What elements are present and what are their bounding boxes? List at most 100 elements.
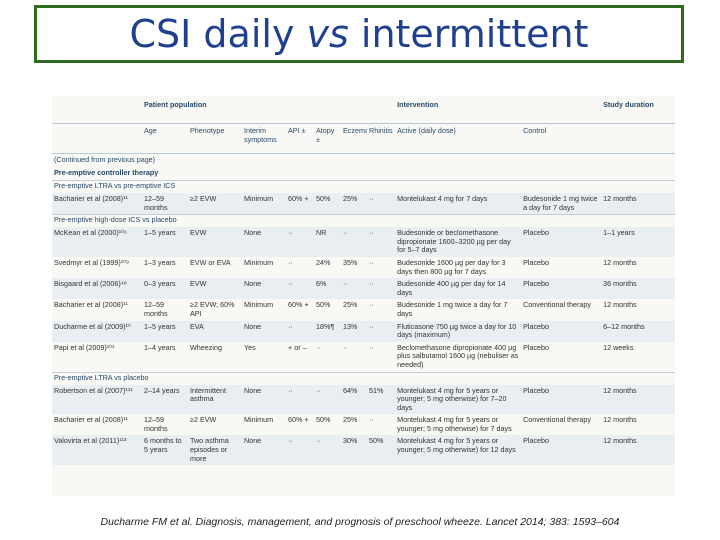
table-cell: ·· — [367, 193, 396, 215]
table-cell: Beclomethasone dipropionate 400 µg plus … — [397, 342, 519, 369]
table-cell: 50% — [316, 415, 331, 425]
table-cell: 12–59 months — [144, 300, 168, 318]
table-cell: NR — [314, 227, 341, 257]
table-cell: 6% — [314, 278, 341, 300]
table-cell: ≥2 EVW — [188, 193, 242, 215]
table-cell: McKean et al (2000)¹⁰⁶ — [52, 227, 142, 257]
table-cell: Bacharier et al (2008)¹¹ — [54, 415, 128, 425]
table-cell: ·· — [286, 227, 314, 257]
table-cell: Placebo — [523, 257, 550, 267]
column-header: Phenotype — [188, 123, 242, 154]
table-cell: 12 months — [601, 193, 675, 215]
table-cell: ≥2 EVW — [190, 415, 217, 425]
table-cell: 1–4 years — [144, 342, 176, 352]
table-cell: 1–1 years — [601, 227, 675, 257]
table-cell: None — [242, 227, 286, 257]
table-cell: 12 months — [603, 257, 637, 267]
table-cell: Placebo — [521, 435, 602, 466]
slide-title: CSI daily vs intermittent — [129, 12, 588, 56]
table-cell: 6–12 months — [601, 320, 675, 342]
column-header: Rhinitis — [367, 123, 396, 154]
table-cell: Ducharme et al (2009)¹⁰ — [52, 320, 142, 342]
table-cell: EVW — [188, 278, 242, 300]
table-cell: 12 months — [603, 300, 637, 310]
header-duration: Study duration — [601, 96, 675, 124]
table-cell: 1–3 years — [144, 257, 176, 267]
table-cell: Placebo — [523, 342, 550, 352]
table-cell: Intermittent asthma — [188, 384, 242, 415]
table-cell: ≥2 EVW; 60% API — [190, 300, 235, 318]
column-header: Atopy ± — [314, 123, 341, 154]
header-population: Patient population — [142, 96, 396, 124]
table-cell: 18%¶ — [314, 320, 341, 342]
table-cell: 12 months — [601, 435, 675, 466]
table-cell: 24% — [316, 257, 331, 267]
table-cell: Montelukast 4 mg for 5 years or younger;… — [397, 415, 512, 433]
table-figure: Patient population Intervention Study du… — [52, 96, 675, 496]
table-cell: 12–59 months — [142, 193, 188, 215]
group-header-row: Patient population Intervention Study du… — [52, 96, 675, 124]
column-header: API ± — [286, 123, 314, 154]
section-row: Pre-emptive controller therapy — [52, 167, 675, 181]
table-row: Bacharier et al (2008)¹¹ 12–59 months ≥2 E… — [52, 193, 675, 215]
table-cell: ·· — [316, 342, 321, 352]
table-cell: Montelukast 4 mg for 7 days — [395, 193, 522, 215]
table-cell: ·· — [369, 342, 374, 352]
table-cell: Placebo — [521, 384, 602, 415]
column-header: Eczema — [341, 123, 367, 154]
continued-row: (Continued from previous page) — [52, 154, 675, 168]
column-header — [52, 123, 142, 154]
table-cell: Budesonide 1 mg twice a day for 7 days — [397, 300, 508, 318]
table-cell: 60% + — [288, 415, 309, 425]
group-label: Pre-emptive LTRA vs placebo — [52, 371, 675, 385]
table-cell: Budesonide 1 mg twice a day for 7 days — [521, 193, 602, 215]
table-cell: ·· — [369, 257, 374, 267]
column-header: Interim symptoms — [242, 123, 286, 154]
table-cell: ·· — [286, 435, 314, 466]
group-label-row: Pre-emptive LTRA vs pre-emptive ICS — [52, 180, 675, 193]
table-cell: ·· — [286, 320, 314, 342]
table-cell: EVW — [188, 227, 242, 257]
table-cell: Svedmyr et al (1999)¹⁰⁹ — [54, 257, 130, 267]
column-header: Age — [142, 123, 188, 154]
table-cell: None — [242, 435, 286, 466]
group-label: Pre-emptive high-dose ICS vs placebo — [52, 214, 675, 228]
group-label-row: Pre-emptive high-dose ICS vs placebo — [52, 214, 675, 228]
table-cell: + or – — [288, 342, 307, 352]
table-cell: ·· — [369, 415, 374, 425]
column-header — [601, 123, 675, 154]
table-cell: Placebo — [521, 278, 602, 300]
title-italic: vs — [306, 12, 349, 56]
table-cell: ·· — [367, 227, 396, 257]
continued-label: (Continued from previous page) — [54, 155, 156, 164]
table-cell: 12–59 months — [144, 415, 168, 433]
table-row: Papi et al (2009)¹⁰¹ 1–4 years Wheezing Yes… — [52, 342, 675, 372]
table-cell: 1–5 years — [142, 227, 188, 257]
column-header-row: Age Phenotype Interim symptoms API ± Ato… — [52, 123, 675, 154]
table-cell: EVW or EVA — [190, 257, 231, 267]
table-row: Bacharier et al (2008)¹¹ 12–59 months ≥2 E… — [52, 299, 675, 320]
table-cell: None — [242, 384, 286, 415]
table-body: Pre-emptive LTRA vs pre-emptive ICS Bacha… — [52, 180, 675, 466]
table-cell: Montelukast 4 mg for 5 years or younger;… — [395, 435, 522, 466]
table-cell: 25% — [343, 415, 358, 425]
citation: Ducharme FM et al. Diagnosis, management… — [100, 516, 620, 528]
study-table: Patient population Intervention Study du… — [52, 96, 675, 466]
table-cell: 2–14 years — [142, 384, 188, 415]
table-cell: ·· — [369, 300, 374, 310]
table-cell: Placebo — [521, 320, 602, 342]
table-cell: Conventional therapy — [523, 300, 592, 310]
table-cell: EVA — [188, 320, 242, 342]
table-cell: Valovirta et al (2011)¹¹³ — [52, 435, 142, 466]
table-cell: Budesonide 1600 µg per day for 3 days th… — [397, 257, 506, 276]
group-label-row: Pre-emptive LTRA vs placebo — [52, 371, 675, 385]
table-cell: None — [242, 278, 286, 300]
table-row: Svedmyr et al (1999)¹⁰⁹ 1–3 years EVW or E… — [52, 257, 675, 278]
table-cell: Minimum — [244, 415, 274, 425]
table-cell: 0–3 years — [142, 278, 188, 300]
table-row: Bacharier et al (2008)¹¹ 12–59 months ≥2 E… — [52, 414, 675, 435]
table-cell: 50% — [314, 193, 341, 215]
table-cell: Two asthma episodes or more — [188, 435, 242, 466]
title-prefix: CSI daily — [129, 12, 307, 56]
table-row: Bisgaard et al (2006)⁴⁸ 0–3 years EVW None ·… — [52, 278, 675, 300]
